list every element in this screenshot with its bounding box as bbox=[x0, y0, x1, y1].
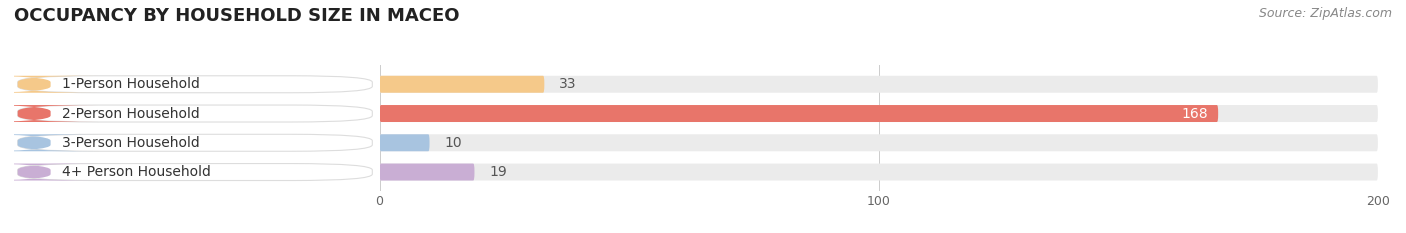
Text: 1-Person Household: 1-Person Household bbox=[62, 77, 200, 91]
FancyBboxPatch shape bbox=[18, 105, 373, 122]
FancyBboxPatch shape bbox=[0, 105, 98, 122]
FancyBboxPatch shape bbox=[380, 134, 1378, 151]
Text: 19: 19 bbox=[489, 165, 508, 179]
FancyBboxPatch shape bbox=[380, 105, 1378, 122]
FancyBboxPatch shape bbox=[18, 134, 373, 151]
FancyBboxPatch shape bbox=[380, 76, 544, 93]
Text: 4+ Person Household: 4+ Person Household bbox=[62, 165, 211, 179]
Text: 10: 10 bbox=[444, 136, 463, 150]
FancyBboxPatch shape bbox=[380, 105, 1218, 122]
Text: 33: 33 bbox=[560, 77, 576, 91]
FancyBboxPatch shape bbox=[0, 134, 98, 151]
FancyBboxPatch shape bbox=[380, 76, 1378, 93]
FancyBboxPatch shape bbox=[0, 164, 98, 181]
Text: 2-Person Household: 2-Person Household bbox=[62, 106, 200, 120]
Text: 3-Person Household: 3-Person Household bbox=[62, 136, 200, 150]
Text: Source: ZipAtlas.com: Source: ZipAtlas.com bbox=[1258, 7, 1392, 20]
FancyBboxPatch shape bbox=[380, 164, 1378, 181]
FancyBboxPatch shape bbox=[0, 76, 98, 93]
FancyBboxPatch shape bbox=[18, 76, 373, 93]
FancyBboxPatch shape bbox=[380, 134, 430, 151]
FancyBboxPatch shape bbox=[18, 164, 373, 181]
FancyBboxPatch shape bbox=[380, 164, 474, 181]
Text: OCCUPANCY BY HOUSEHOLD SIZE IN MACEO: OCCUPANCY BY HOUSEHOLD SIZE IN MACEO bbox=[14, 7, 460, 25]
Text: 168: 168 bbox=[1181, 106, 1208, 120]
